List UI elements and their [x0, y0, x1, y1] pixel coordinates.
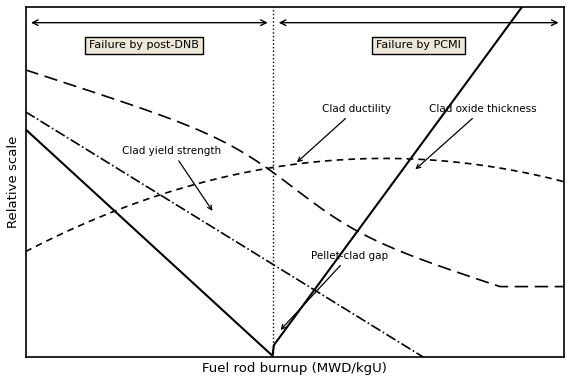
Text: Clad yield strength: Clad yield strength [122, 146, 222, 210]
Text: Pellet-clad gap: Pellet-clad gap [282, 251, 388, 329]
Y-axis label: Relative scale: Relative scale [7, 136, 20, 228]
Text: Clad oxide thickness: Clad oxide thickness [416, 104, 537, 168]
Text: Clad ductility: Clad ductility [298, 104, 391, 162]
X-axis label: Fuel rod burnup (MWD/kgU): Fuel rod burnup (MWD/kgU) [202, 362, 387, 375]
Text: Failure by post-DNB: Failure by post-DNB [89, 40, 199, 50]
Text: Failure by PCMI: Failure by PCMI [376, 40, 461, 50]
